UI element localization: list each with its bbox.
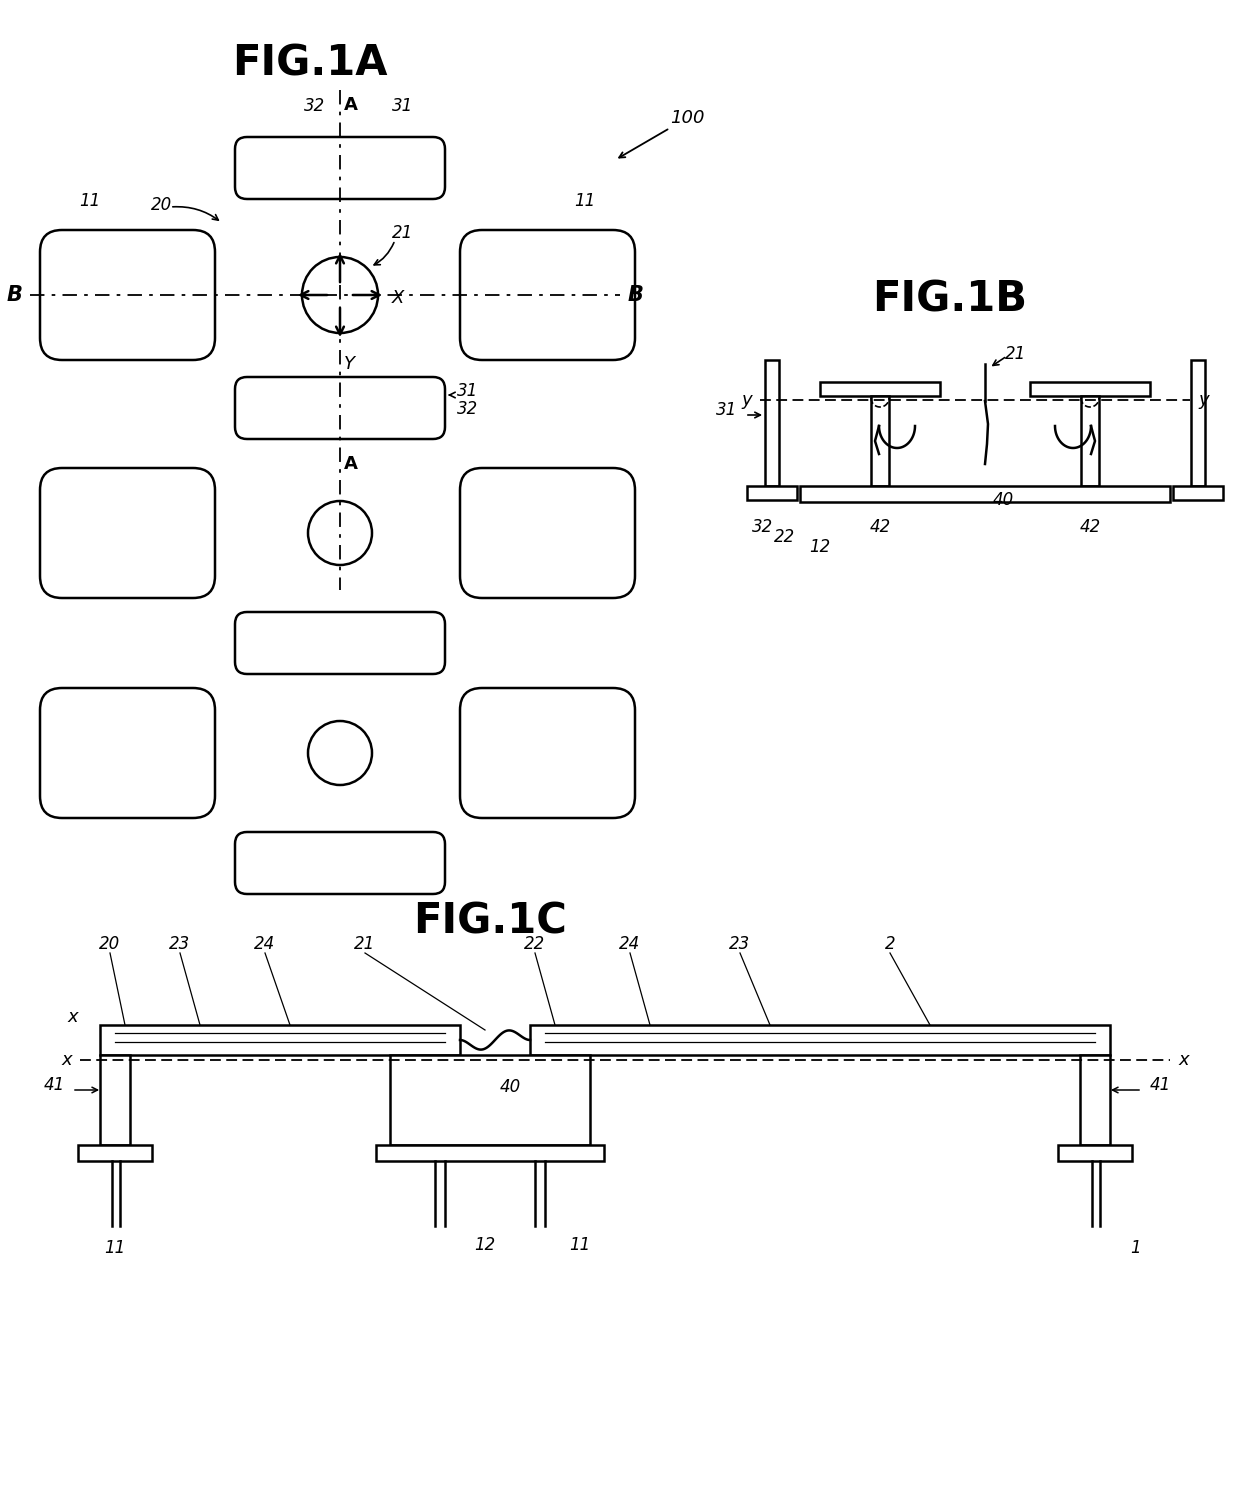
Text: A: A [343,97,358,113]
Text: 11: 11 [104,1240,125,1256]
Text: 32: 32 [753,518,774,536]
Text: 31: 31 [458,382,479,400]
Text: 12: 12 [810,538,831,556]
Text: 32: 32 [458,400,479,418]
Text: x: x [1178,1051,1189,1069]
Text: 31: 31 [715,402,737,418]
Text: 40: 40 [500,1078,521,1096]
Text: 1: 1 [1130,1240,1141,1256]
Text: 11: 11 [569,1237,590,1253]
FancyBboxPatch shape [236,378,445,439]
Text: 22: 22 [774,528,796,547]
Text: 31: 31 [392,97,413,115]
Bar [391,1055,590,1145]
FancyBboxPatch shape [40,689,215,818]
Text: 23: 23 [170,935,191,953]
Text: y: y [1198,391,1209,409]
Text: 41: 41 [1149,1077,1172,1095]
Text: 23: 23 [729,935,750,953]
Bar [1190,359,1205,486]
Bar [870,396,889,486]
Text: 42: 42 [1079,518,1101,536]
FancyBboxPatch shape [236,137,445,199]
Bar [765,359,779,486]
Text: B: B [6,285,22,305]
Text: 32: 32 [304,97,326,115]
Text: 20: 20 [99,935,120,953]
FancyBboxPatch shape [236,612,445,673]
Text: 11: 11 [79,192,100,210]
Text: 24: 24 [619,935,641,953]
Text: B: B [627,285,644,305]
Text: 11: 11 [574,192,595,210]
FancyBboxPatch shape [460,230,635,359]
Bar [820,382,940,396]
Text: x: x [61,1051,72,1069]
Bar [746,486,797,500]
FancyBboxPatch shape [460,468,635,598]
Text: 40: 40 [993,491,1014,509]
Bar [376,1145,604,1161]
Text: 2: 2 [884,935,895,953]
Text: 24: 24 [254,935,275,953]
Text: A: A [343,455,358,473]
Text: 100: 100 [670,109,704,127]
Bar [1173,486,1223,500]
Text: FIG.1C: FIG.1C [413,900,567,942]
Text: 42: 42 [869,518,890,536]
Text: y: y [742,391,751,409]
Bar [1058,1145,1132,1161]
FancyBboxPatch shape [460,689,635,818]
Bar [800,486,1171,501]
Text: FIG.1A: FIG.1A [232,42,388,85]
Text: 22: 22 [525,935,546,953]
Bar [1081,396,1099,486]
Bar [78,1145,153,1161]
Bar [1030,382,1149,396]
Bar [100,1055,130,1145]
Bar [529,1025,1110,1055]
Bar [100,1025,460,1055]
Text: X: X [392,288,404,307]
Text: FIG.1B: FIG.1B [873,278,1028,320]
Text: 41: 41 [43,1077,64,1095]
Bar [1080,1055,1110,1145]
FancyBboxPatch shape [40,230,215,359]
Text: 21: 21 [355,935,376,953]
Text: 21: 21 [392,223,413,242]
FancyBboxPatch shape [40,468,215,598]
Text: 20: 20 [151,196,172,214]
Text: 12: 12 [475,1237,496,1253]
Text: 21: 21 [1004,344,1027,362]
Text: x: x [67,1009,78,1025]
FancyBboxPatch shape [236,832,445,894]
Text: Y: Y [343,355,355,373]
